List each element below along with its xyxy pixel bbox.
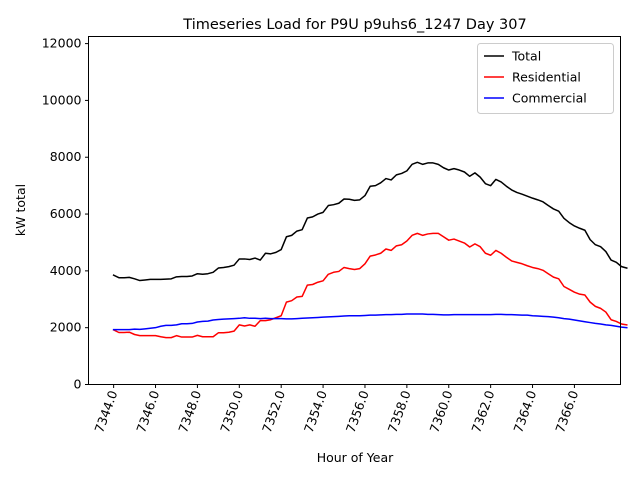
series-line-commercial xyxy=(112,313,628,331)
chart-title: Timeseries Load for P9U p9uhs6_1247 Day … xyxy=(182,17,526,33)
legend-label-commercial: Commercial xyxy=(512,91,587,106)
y-tick-label: 4000 xyxy=(50,263,82,278)
legend: Total Residential Commercial xyxy=(477,43,614,114)
legend-label-residential: Residential xyxy=(512,70,581,85)
y-tick-label: 6000 xyxy=(50,206,82,221)
series-layer xyxy=(112,161,628,339)
y-tick-label: 8000 xyxy=(50,149,82,164)
x-axis-label: Hour of Year xyxy=(317,450,394,465)
series-line-total xyxy=(112,161,628,282)
y-tick-label: 2000 xyxy=(50,320,82,335)
y-axis-label: kW total xyxy=(13,184,28,236)
legend-box xyxy=(477,43,614,114)
y-tick-label: 12000 xyxy=(42,36,82,51)
plot-frame xyxy=(88,36,621,385)
legend-label-total: Total xyxy=(511,49,541,64)
y-axis-ticks: 0 2000 4000 6000 8000 10000 12000 xyxy=(42,36,89,392)
series-line-residential xyxy=(112,232,628,339)
y-tick-label: 10000 xyxy=(42,92,82,107)
y-tick-label: 0 xyxy=(74,377,82,392)
